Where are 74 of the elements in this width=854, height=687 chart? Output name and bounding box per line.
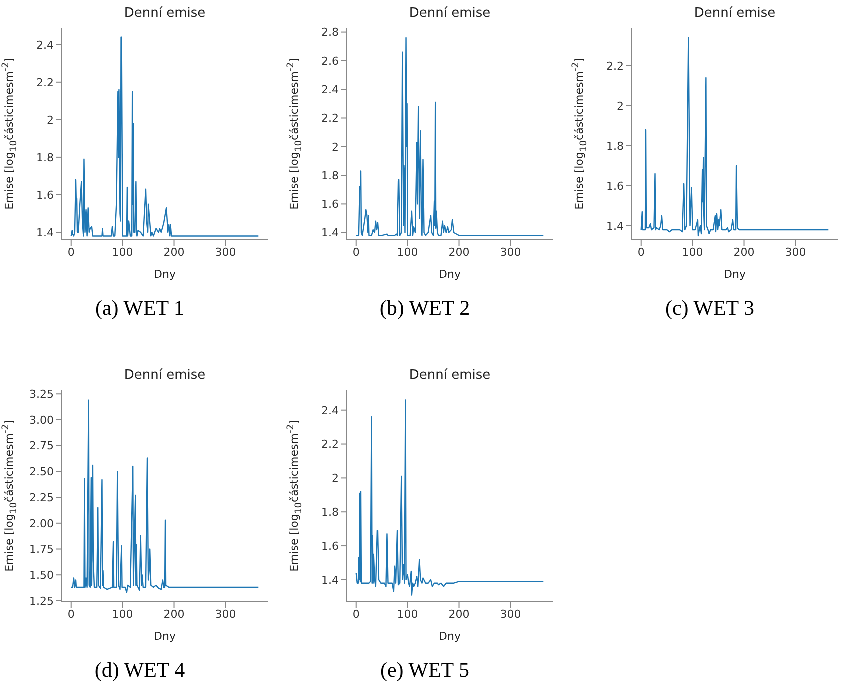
y-tick-label: 2.2 [322, 438, 339, 452]
y-tick-label: 1.6 [36, 188, 54, 202]
y-tick-label: 1.50 [30, 569, 54, 582]
line-series [70, 400, 260, 594]
y-tick-label: 2.4 [322, 84, 339, 96]
x-tick-label: 100 [682, 246, 704, 259]
y-tick-label: 2.2 [36, 76, 54, 90]
chart-title: Denní emise [408, 368, 492, 383]
line-series [70, 36, 260, 237]
y-tick-label: 1.8 [606, 140, 624, 153]
x-tick-label: 300 [215, 608, 236, 621]
x-tick-label: 100 [112, 246, 134, 259]
x-tick-label: 300 [215, 246, 236, 259]
x-axis-title: Dny [153, 268, 177, 281]
x-axis-title: Dny [438, 268, 462, 281]
y-tick-label: 1.4 [322, 574, 339, 587]
y-tick-label: 1.4 [322, 226, 339, 240]
x-tick-label: 100 [397, 246, 418, 259]
text: (e) WET 5 [379, 658, 471, 682]
y-tick-label: 2.2 [606, 60, 624, 73]
y-tick-label: 2.00 [30, 517, 54, 530]
chart-title: Denní emise [693, 6, 777, 21]
x-tick-label: 0 [352, 246, 360, 259]
y-tick-label: 2.25 [30, 491, 54, 504]
y-tick-label: 2 [332, 140, 339, 154]
x-tick-label: 0 [352, 608, 360, 621]
y-tick-label: 1.6 [322, 198, 339, 212]
text: (a) WET 1 [94, 296, 186, 320]
x-axis-title: Dny [438, 630, 462, 643]
x-tick-label: 300 [785, 246, 806, 259]
x-tick-label: 0 [68, 608, 75, 621]
y-tick-label: 2.75 [30, 440, 54, 453]
y-tick-label: 2.50 [30, 466, 54, 479]
y-tick-label: 2 [47, 114, 54, 127]
y-tick-label: 2.8 [322, 26, 339, 40]
y-tick-label: 2 [617, 100, 624, 113]
y-tick-label: 1.6 [606, 180, 624, 193]
y-tick-label: 1.4 [36, 226, 54, 240]
text: (c) WET 3 [664, 296, 756, 320]
y-tick-label: 1.25 [30, 594, 54, 608]
y-tick-label: 2.4 [322, 404, 339, 418]
x-tick-label: 300 [500, 246, 522, 259]
x-axis-title: Dny [723, 268, 747, 281]
y-tick-label: 2.2 [322, 112, 339, 126]
y-tick-label: 2.6 [322, 54, 339, 68]
x-tick-label: 200 [734, 246, 755, 259]
y-tick-label: 3.25 [30, 388, 54, 402]
x-tick-label: 0 [638, 246, 645, 259]
y-tick-label: 2 [332, 472, 339, 486]
y-tick-label: 3.00 [30, 414, 54, 427]
x-tick-label: 100 [397, 608, 418, 621]
text: (b) WET 2 [378, 296, 472, 320]
chart-title: Denní emise [123, 6, 207, 21]
text: (d) WET 4 [94, 658, 186, 682]
y-tick-label: 1.75 [30, 543, 54, 556]
chart-title: Denní emise [408, 6, 492, 21]
x-tick-label: 200 [448, 246, 470, 259]
x-tick-label: 200 [164, 608, 185, 621]
y-tick-label: 1.8 [322, 169, 339, 182]
x-tick-label: 200 [448, 608, 470, 621]
y-tick-label: 1.8 [322, 506, 339, 520]
x-tick-label: 300 [500, 608, 522, 621]
line-series [640, 37, 830, 237]
line-series [356, 400, 544, 596]
y-tick-label: 1.8 [36, 151, 54, 164]
y-tick-label: 2.4 [36, 38, 54, 52]
x-axis-title: Dny [153, 630, 177, 643]
y-tick-label: 1.4 [606, 220, 624, 233]
y-tick-label: 1.6 [322, 540, 339, 553]
line-series [356, 37, 544, 236]
x-tick-label: 0 [68, 246, 75, 259]
x-tick-label: 100 [112, 608, 134, 621]
x-tick-label: 200 [164, 246, 185, 259]
chart-title: Denní emise [123, 368, 207, 383]
